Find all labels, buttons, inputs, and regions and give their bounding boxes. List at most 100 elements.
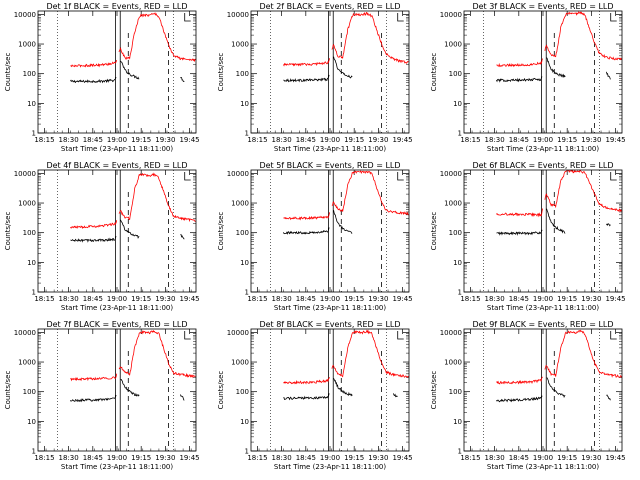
y-tick-label: 1 — [245, 289, 249, 297]
y-tick-label: 10000 — [14, 11, 36, 19]
x-tick-label: 18:45 — [509, 136, 529, 144]
y-tick-label: 100 — [236, 388, 249, 396]
x-tick-label: 18:45 — [83, 454, 103, 462]
chart-title: Det 7f BLACK = Events, RED = LLD — [46, 320, 187, 329]
events-series-line — [333, 210, 353, 234]
events-series-line — [496, 76, 543, 83]
y-tick-label: 10000 — [227, 11, 249, 19]
chart-panel-5: Det 5f BLACK = Events, RED = LLD Counts/s… — [217, 161, 413, 312]
x-tick-label: 19:30 — [368, 454, 388, 462]
y-axis-label: Counts/sec — [4, 212, 12, 251]
y-tick-label: 10 — [240, 100, 249, 108]
y-tick-label: 1 — [32, 130, 36, 138]
chart-panel-7: Det 7f BLACK = Events, RED = LLD Counts/s… — [4, 320, 200, 471]
y-tick-label: 1 — [458, 289, 462, 297]
x-tick-label: 19:15 — [557, 295, 577, 303]
lld-series-line — [70, 59, 118, 68]
x-tick-label: 18:15 — [34, 136, 54, 144]
y-axis-label: Counts/sec — [430, 212, 438, 251]
chart-title: Det 6f BLACK = Events, RED = LLD — [472, 161, 613, 170]
y-tick-label: 1000 — [231, 200, 249, 208]
x-tick-label: 18:30 — [485, 295, 505, 303]
chart-panel-3: Det 3f BLACK = Events, RED = LLD Counts/s… — [430, 2, 626, 153]
interval-marker — [184, 331, 191, 340]
plot-frame — [250, 10, 410, 134]
lld-series-line — [331, 11, 409, 64]
x-tick-label: 19:45 — [605, 295, 625, 303]
y-axis-label: Counts/sec — [217, 371, 225, 410]
lld-series-line — [118, 12, 197, 63]
y-tick-label: 10 — [240, 259, 249, 267]
events-series-line — [70, 236, 117, 243]
y-tick-label: 10 — [27, 418, 36, 426]
chart-panel-8: Det 8f BLACK = Events, RED = LLD Counts/s… — [217, 320, 413, 471]
y-tick-label: 10000 — [440, 329, 462, 337]
interval-marker — [184, 172, 191, 181]
x-tick-label: 18:45 — [296, 295, 316, 303]
interval-marker — [610, 172, 617, 181]
events-series-line — [120, 60, 140, 80]
x-tick-label: 18:45 — [296, 136, 316, 144]
x-tick-label: 19:15 — [557, 136, 577, 144]
y-axis-label: Counts/sec — [4, 53, 12, 92]
chart-title: Det 8f BLACK = Events, RED = LLD — [259, 320, 400, 329]
x-tick-label: 18:30 — [485, 454, 505, 462]
chart-panel-4: Det 4f BLACK = Events, RED = LLD Counts/s… — [4, 161, 200, 312]
x-tick-label: 18:15 — [460, 136, 480, 144]
y-axis-label: Counts/sec — [217, 53, 225, 92]
y-tick-label: 100 — [236, 229, 249, 237]
x-tick-label: 19:00 — [533, 136, 553, 144]
x-tick-label: 18:30 — [59, 454, 79, 462]
events-series-line — [180, 77, 185, 83]
lld-series-line — [496, 58, 544, 68]
y-tick-label: 10000 — [14, 170, 36, 178]
x-tick-label: 19:15 — [131, 136, 151, 144]
x-axis-label: Start Time (23-Apr-11 18:11:00) — [61, 304, 173, 312]
y-tick-label: 1 — [458, 448, 462, 456]
y-tick-label: 100 — [23, 70, 36, 78]
x-tick-label: 18:45 — [509, 295, 529, 303]
plot-frame — [37, 328, 197, 452]
lld-series-line — [544, 169, 623, 213]
x-tick-label: 18:15 — [34, 454, 54, 462]
y-tick-label: 100 — [449, 388, 462, 396]
events-series-line — [70, 394, 117, 403]
x-tick-label: 19:00 — [107, 136, 127, 144]
events-series-line — [333, 56, 353, 79]
y-tick-label: 1 — [245, 130, 249, 138]
chart-title: Det 3f BLACK = Events, RED = LLD — [472, 2, 613, 11]
chart-title: Det 2f BLACK = Events, RED = LLD — [259, 2, 400, 11]
lld-series-line — [331, 170, 409, 216]
x-tick-label: 18:30 — [272, 136, 292, 144]
y-tick-label: 1000 — [444, 41, 462, 49]
x-tick-label: 19:15 — [344, 295, 364, 303]
chart-title: Det 5f BLACK = Events, RED = LLD — [259, 161, 400, 170]
plot-frame — [37, 10, 197, 134]
x-tick-label: 18:45 — [83, 136, 103, 144]
events-series-line — [546, 57, 566, 79]
events-series-line — [496, 229, 543, 236]
y-tick-label: 10 — [453, 418, 462, 426]
y-tick-label: 10000 — [227, 329, 249, 337]
lld-series-line — [118, 329, 196, 379]
x-tick-label: 18:30 — [272, 454, 292, 462]
events-series-line — [283, 393, 330, 401]
interval-marker — [610, 13, 617, 22]
x-tick-label: 19:00 — [107, 295, 127, 303]
lld-series-line — [70, 373, 118, 382]
x-tick-label: 19:45 — [392, 136, 412, 144]
events-series-line — [283, 74, 330, 83]
plot-frame — [463, 328, 623, 452]
x-tick-label: 19:30 — [155, 295, 175, 303]
x-tick-label: 18:30 — [59, 295, 79, 303]
lld-series-line — [544, 329, 623, 378]
events-series-line — [333, 378, 353, 397]
y-tick-label: 100 — [449, 229, 462, 237]
y-tick-label: 100 — [449, 70, 462, 78]
x-axis-label: Start Time (23-Apr-11 18:11:00) — [487, 463, 599, 471]
lld-series-line — [283, 212, 331, 221]
events-series-line — [120, 378, 140, 397]
interval-marker — [397, 13, 404, 22]
y-tick-label: 1000 — [231, 41, 249, 49]
